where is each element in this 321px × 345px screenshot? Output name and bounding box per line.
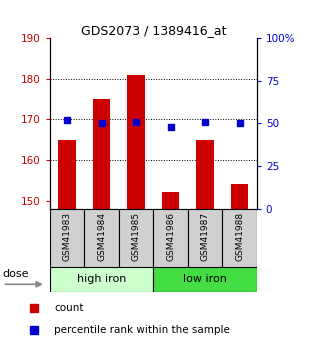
Bar: [50, 209, 84, 267]
Text: GSM41986: GSM41986: [166, 212, 175, 262]
Bar: [119, 209, 153, 267]
Bar: [162, 193, 179, 209]
Bar: [153, 209, 188, 267]
Title: GDS2073 / 1389416_at: GDS2073 / 1389416_at: [81, 24, 226, 37]
Bar: [196, 140, 214, 209]
Text: percentile rank within the sample: percentile rank within the sample: [55, 325, 230, 335]
Bar: [84, 209, 119, 267]
Bar: [222, 209, 257, 267]
Bar: [58, 140, 76, 209]
Text: GSM41984: GSM41984: [97, 213, 106, 262]
Bar: [93, 99, 110, 209]
Bar: [231, 184, 248, 209]
Bar: [50, 267, 153, 292]
Text: GSM41988: GSM41988: [235, 212, 244, 262]
Bar: [153, 267, 257, 292]
Text: GSM41987: GSM41987: [201, 212, 210, 262]
Text: high iron: high iron: [77, 275, 126, 284]
Text: count: count: [55, 303, 84, 313]
Text: GSM41985: GSM41985: [132, 212, 141, 262]
Bar: [127, 75, 145, 209]
Text: low iron: low iron: [183, 275, 227, 284]
Bar: [188, 209, 222, 267]
Text: GSM41983: GSM41983: [63, 212, 72, 262]
Text: dose: dose: [3, 269, 29, 279]
